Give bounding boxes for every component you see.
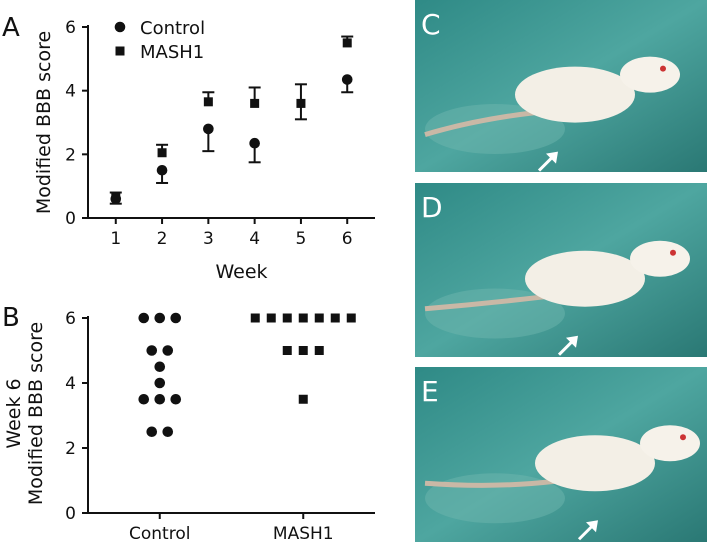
marker-square [314,313,324,323]
water-patch [425,288,565,339]
y-axis-label: Modified BBB score [33,31,55,214]
marker-circle [249,137,260,149]
rat-eye [680,434,686,441]
marker-square [250,313,260,323]
marker-circle [138,393,150,405]
x-tick-label: 2 [157,229,168,249]
x-tick-label: Control [129,524,190,544]
marker-circle [146,426,158,438]
marker-square [115,46,125,56]
x-tick-label: MASH1 [273,524,334,544]
marker-square [296,98,306,108]
rat-head [620,56,680,93]
y-tick-label: 4 [65,82,76,102]
marker-circle [162,426,174,438]
marker-circle [154,393,166,405]
rat-body [515,66,635,123]
panel-label: E [421,375,439,408]
legend-label: Control [140,18,205,39]
x-axis-label: Week [215,261,267,283]
x-tick-label: 3 [203,229,214,249]
rat-eye [660,65,666,72]
rat-eye [670,249,676,256]
marker-square [157,148,167,158]
marker-square [203,97,213,107]
marker-circle [154,312,166,324]
marker-square [298,313,308,323]
x-tick-label: 6 [342,229,353,249]
marker-square [266,313,276,323]
marker-circle [170,393,182,405]
marker-square [342,38,352,48]
marker-circle [154,377,166,389]
arrow-head [586,520,598,533]
marker-circle [341,74,353,85]
marker-square [330,313,340,323]
x-tick-label: 1 [110,229,121,249]
marker-square [282,346,292,355]
arrow-head [546,151,558,164]
marker-square [314,346,324,355]
marker-circle [146,345,158,356]
marker-square [250,98,260,108]
y-tick-label: 6 [65,18,76,38]
marker-circle [114,21,126,33]
panel-label: D [421,191,443,224]
y-tick-label: 2 [65,439,76,459]
marker-circle [162,345,174,356]
photos: C D E [415,0,707,542]
panel-label: A [2,13,20,43]
x-tick-label: 4 [249,229,260,249]
panel-label: C [421,8,441,41]
marker-circle [170,312,182,324]
y-tick-label: 6 [65,309,76,329]
y-axis-label: Modified BBB score [25,322,47,505]
y-tick-label: 0 [65,209,76,229]
y-tick-label: 2 [65,145,76,165]
rat-tail [424,478,556,488]
rat-body [525,250,645,307]
marker-square [298,346,308,355]
rat-tail [424,294,546,312]
water-patch [425,104,565,154]
marker-circle [154,361,166,373]
arrow-head [566,335,578,348]
y-tick-label: 0 [65,504,76,524]
marker-square [298,394,308,404]
legend-label: MASH1 [140,42,204,63]
marker-circle [138,312,150,324]
panel-label: B [2,303,20,333]
rat-head [630,240,690,277]
marker-square [346,313,356,323]
rat-body [535,435,655,492]
marker-square [282,313,292,323]
y-tick-label: 4 [65,374,76,394]
marker-circle [203,123,214,135]
x-tick-label: 5 [296,229,307,249]
marker-circle [156,164,168,176]
rat-tail [424,110,536,137]
rat-head [640,425,700,462]
marker-square [111,192,121,202]
y-axis-label: Week 6 [3,378,25,448]
